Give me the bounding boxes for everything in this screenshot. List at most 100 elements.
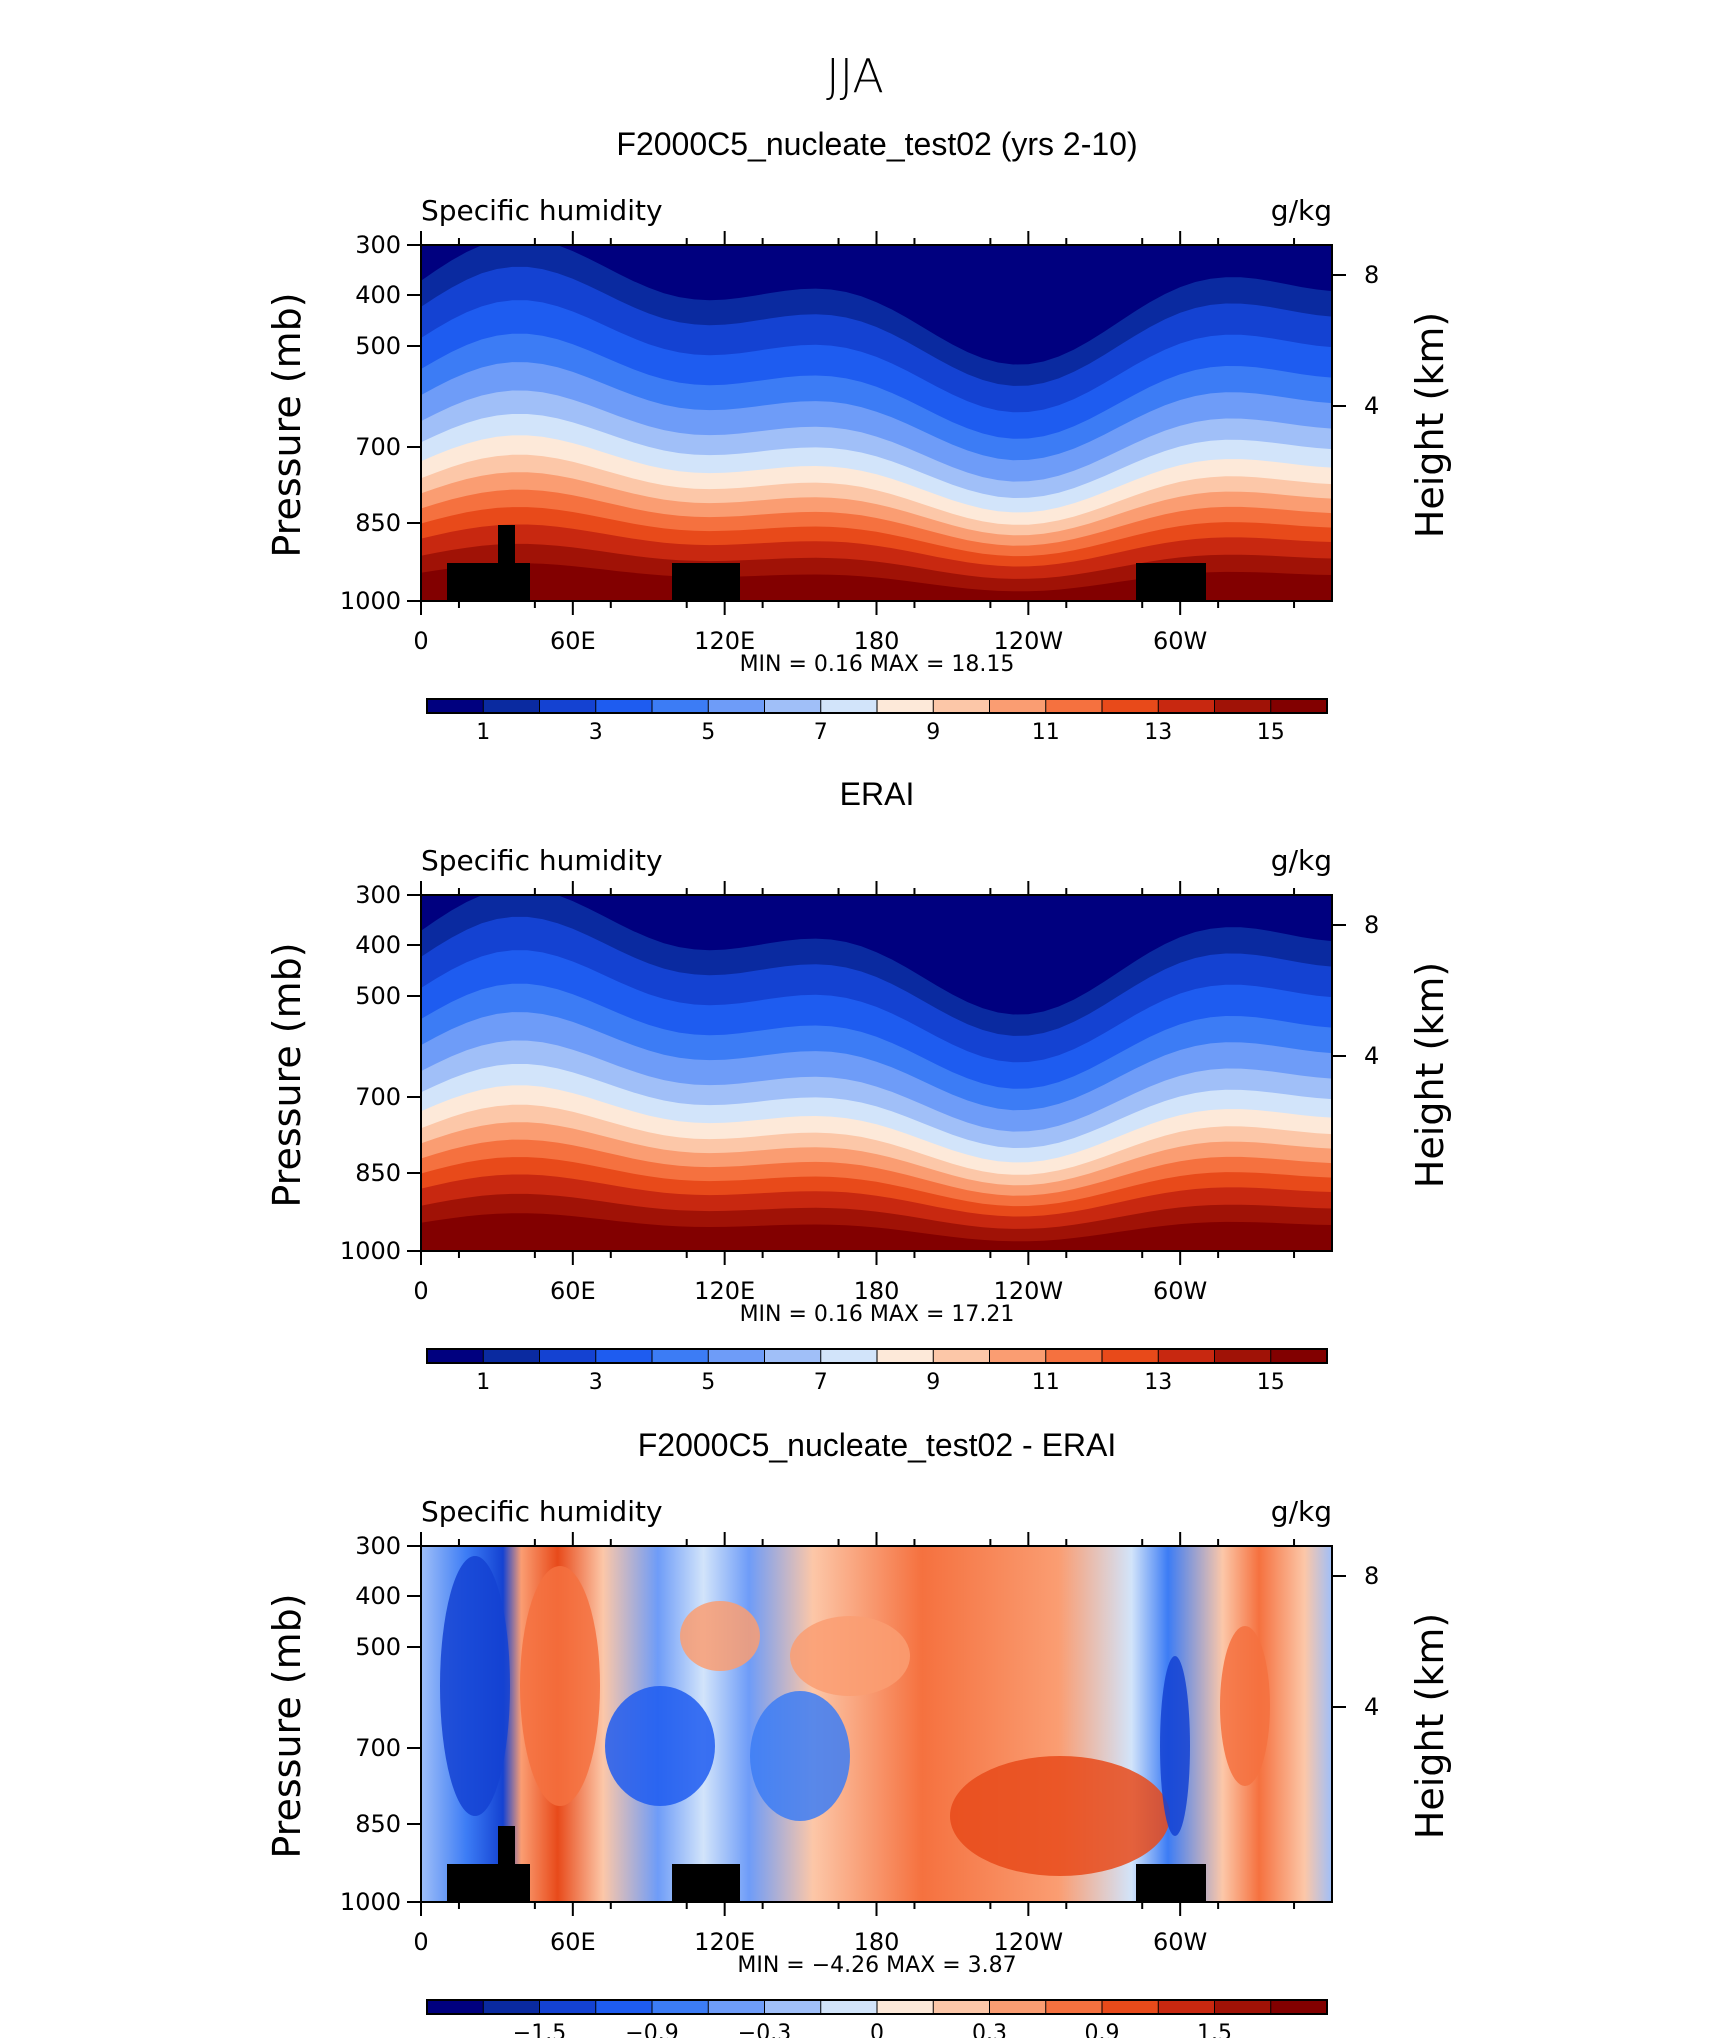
colorbar-label: 5	[701, 720, 715, 745]
colorbar-swatch	[876, 1348, 935, 1364]
panel-1: F2000C5_nucleate_test02 (yrs 2-10) Specif…	[265, 126, 1452, 745]
y2-axis-title: Height (km)	[1408, 962, 1452, 1188]
panel-2: ERAI Specific humidity g/kg 0 60E 120E 180 120W…	[265, 776, 1452, 1395]
colorbar-swatch	[1214, 1999, 1272, 2015]
x-tick-label: 60E	[550, 627, 596, 655]
y-axis-title: Pressure (mb)	[265, 1593, 309, 1858]
colorbar-swatch	[707, 1999, 766, 2015]
y2-tick-label: 4	[1364, 1042, 1379, 1070]
colorbar-label: 15	[1257, 720, 1285, 745]
colorbar-swatch	[876, 1999, 935, 2015]
colorbar-swatch	[1045, 1348, 1103, 1364]
y-tick-label: 300	[355, 231, 401, 259]
units-label: g/kg	[1271, 194, 1332, 227]
colorbar-label: 1.5	[1197, 2021, 1232, 2038]
y-tick-label: 700	[355, 1734, 401, 1762]
colorbar-label: 11	[1032, 1370, 1060, 1395]
colorbar-swatch	[539, 1348, 597, 1364]
y-tick-label: 850	[355, 1159, 401, 1187]
colorbar-swatch	[482, 698, 541, 714]
colorbar-swatch	[1101, 1999, 1160, 2015]
y-tick-label: 700	[355, 1083, 401, 1111]
colorbar-label: 3	[589, 720, 603, 745]
y-tick-label: 500	[355, 982, 401, 1010]
y-tick-label: 850	[355, 509, 401, 537]
colorbar-swatch	[820, 698, 878, 714]
colorbar-label: 13	[1144, 1370, 1172, 1395]
colorbar-swatch	[764, 1999, 822, 2015]
y-tick-label: 1000	[340, 1888, 401, 1916]
colorbar-swatch	[595, 1348, 653, 1364]
x-tick-label: 60E	[550, 1928, 596, 1956]
x-tick-label: 120W	[994, 627, 1064, 655]
x-tick-label: 180	[854, 1928, 900, 1956]
y2-axis-title: Height (km)	[1408, 312, 1452, 538]
variable-label: Specific humidity	[421, 194, 663, 227]
x-tick-label: 120E	[694, 627, 755, 655]
min-max-stats: MIN = 0.16 MAX = 17.21	[740, 1302, 1015, 1327]
y-axis-title: Pressure (mb)	[265, 942, 309, 1207]
colorbar-label: 11	[1032, 720, 1060, 745]
colorbar-swatch	[1157, 1999, 1216, 2015]
colorbar-label: 7	[814, 720, 828, 745]
colorbar-label: 7	[814, 1370, 828, 1395]
x-tick-label: 60W	[1153, 1277, 1207, 1305]
y-tick-label: 400	[355, 931, 401, 959]
variable-label: Specific humidity	[421, 844, 663, 877]
colorbar-label: 0	[870, 2021, 884, 2038]
colorbar-swatch	[989, 1999, 1047, 2015]
colorbar-swatch	[932, 1999, 991, 2015]
colorbar-swatch	[932, 1348, 991, 1364]
colorbar-swatch	[482, 1348, 541, 1364]
colorbar-swatch	[426, 1348, 485, 1364]
colorbar-swatch	[426, 1999, 485, 2015]
min-max-stats: MIN = 0.16 MAX = 18.15	[740, 652, 1015, 677]
colorbar-swatch	[820, 1348, 878, 1364]
colorbar-label: 13	[1144, 720, 1172, 745]
x-tick-label: 180	[854, 627, 900, 655]
units-label: g/kg	[1271, 844, 1332, 877]
x-tick-label: 120E	[694, 1928, 755, 1956]
colorbar-swatch	[764, 698, 822, 714]
colorbar-swatch	[1045, 1999, 1103, 2015]
panel-title: ERAI	[840, 776, 915, 812]
colorbar-swatch	[989, 1348, 1047, 1364]
colorbar-label: 9	[926, 720, 940, 745]
colorbar-swatch	[482, 1999, 541, 2015]
y2-axis-title: Height (km)	[1408, 1613, 1452, 1839]
colorbar: 1 3 5 7 9 11 13 15	[426, 1348, 1328, 1395]
y2-tick-label: 4	[1364, 392, 1379, 420]
units-label: g/kg	[1271, 1495, 1332, 1528]
y-tick-label: 500	[355, 332, 401, 360]
colorbar: −1.5 −0.9 −0.3 0 0.3 0.9 1.5	[426, 1999, 1328, 2038]
y-tick-label: 300	[355, 1532, 401, 1560]
colorbar-label: −0.9	[625, 2021, 678, 2038]
colorbar-label: 15	[1257, 1370, 1285, 1395]
y-tick-label: 1000	[340, 1237, 401, 1265]
y2-tick-label: 4	[1364, 1693, 1379, 1721]
colorbar-label: 0.9	[1085, 2021, 1120, 2038]
colorbar-swatch	[1101, 1348, 1160, 1364]
x-tick-label: 60W	[1153, 1928, 1207, 1956]
panel-title: F2000C5_nucleate_test02 (yrs 2-10)	[616, 126, 1137, 162]
colorbar-label: 1	[476, 1370, 490, 1395]
colorbar-label: 0.3	[972, 2021, 1007, 2038]
colorbar-swatch	[932, 698, 991, 714]
colorbar-swatch	[595, 698, 653, 714]
colorbar-swatch	[989, 698, 1047, 714]
colorbar-swatch	[876, 698, 935, 714]
x-tick-label: 120E	[694, 1277, 755, 1305]
colorbar-swatch	[651, 1348, 710, 1364]
x-tick-label: 180	[854, 1277, 900, 1305]
contour-field	[421, 1546, 1332, 1902]
colorbar-swatch	[595, 1999, 653, 2015]
x-tick-label: 0	[413, 1277, 428, 1305]
contour-field	[421, 895, 1332, 1251]
figure-title: JJA	[826, 49, 884, 103]
colorbar-swatch	[539, 698, 597, 714]
colorbar-swatch	[426, 698, 485, 714]
colorbar-swatch	[1045, 698, 1103, 714]
y2-tick-label: 8	[1364, 1562, 1379, 1590]
colorbar-swatch	[1157, 698, 1216, 714]
